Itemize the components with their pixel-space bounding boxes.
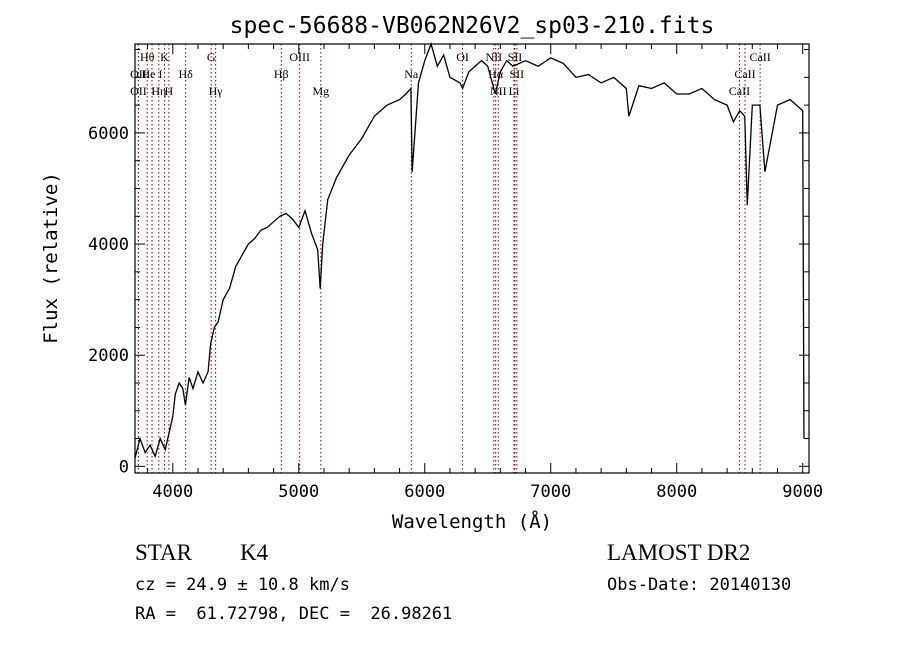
spectral-line-label: OIII [289,50,310,64]
spectrum-series [134,41,805,459]
redshift-value: cz = 24.9 ± 10.8 km/s [135,575,350,595]
spectral-line-label: K [160,50,169,64]
spectral-line-label: SII [508,50,523,64]
spectral-line-label: OII [130,84,147,98]
x-tick-label: 5000 [278,482,319,502]
spectral-line-label: CaII [749,50,770,64]
spectral-line-label: Hδ [178,67,193,81]
axis-ticks: 4000 5000 6000 7000 8000 9000 0 2000 4000 6000 [88,44,823,502]
spectral-line-label: Na [404,67,419,81]
y-axis-label: Flux (relative) [40,172,62,344]
x-tick-label: 6000 [404,482,445,502]
spectral-line-label: Hα [488,67,504,81]
x-tick-label: 4000 [152,482,193,502]
spectral-line-label: CaII [734,67,755,81]
plot-frame [134,43,810,474]
spectral-line-label: OII [130,67,147,81]
x-axis-label: Wavelength (Å) [392,510,552,533]
x-tick-label: 9000 [782,482,823,502]
survey-name: LAMOST DR2 [607,540,751,565]
spectral-line-label: Hγ [209,84,224,98]
spectral-line-label: NII [485,50,502,64]
y-tick-label: 4000 [88,235,129,255]
y-tick-label: 2000 [88,346,129,366]
spectrum-line-0 [134,41,805,459]
spectral-line-label: Hθ [140,50,155,64]
spectral-line-label: G [207,50,216,64]
coordinates: RA = 61.72798, DEC = 26.98261 [135,604,453,624]
x-tick-label: 7000 [530,482,571,502]
y-tick-label: 0 [119,457,129,477]
x-tick-label: 8000 [656,482,697,502]
spectral-line-label: SII [510,67,525,81]
spectral-line-label: H [165,84,174,98]
observation-date: Obs-Date: 20140130 [607,575,792,595]
object-class: STAR [135,540,192,565]
spectral-line-label: Hη [151,84,166,98]
object-subclass: K4 [240,540,269,565]
spectral-line-label: Li [509,84,520,98]
y-tick-label: 6000 [88,124,129,144]
spectral-line-label: Hβ [274,67,289,81]
spectral-line-label: OI [456,50,469,64]
spectral-line-label: CaII [729,84,750,98]
chart-title: spec-56688-VB062N26V2_sp03-210.fits [230,13,715,39]
spectral-line-label: Mg [312,84,329,98]
spectral-line-label: He I [142,67,163,81]
